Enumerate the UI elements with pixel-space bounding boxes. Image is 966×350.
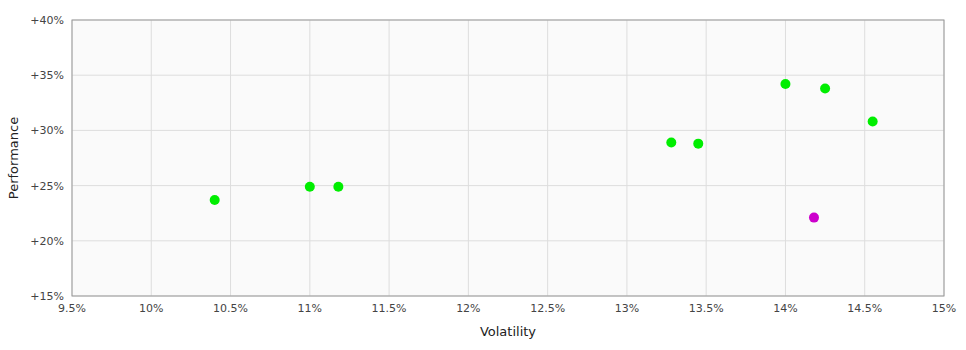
y-tick-label: +25%: [30, 180, 64, 193]
x-grid-line: [706, 20, 707, 296]
x-tick-label: 13%: [615, 302, 639, 315]
x-tick-label: 10%: [139, 302, 163, 315]
x-grid-line: [151, 20, 152, 296]
x-tick-label: 14.5%: [847, 302, 882, 315]
plot-frame: [72, 20, 944, 296]
y-tick-label: +20%: [30, 235, 64, 248]
point: [210, 195, 220, 205]
x-tick-label: 12.5%: [530, 302, 565, 315]
series: [210, 79, 878, 205]
point: [333, 182, 343, 192]
x-tick-label: 15%: [932, 302, 956, 315]
x-grid-line: [389, 20, 390, 296]
y-tick-label: +35%: [30, 69, 64, 82]
x-tick-label: 13.5%: [689, 302, 724, 315]
y-grid-line: [72, 185, 944, 186]
x-grid-line: [230, 20, 231, 296]
y-tick-label: +40%: [30, 14, 64, 27]
x-grid-line: [468, 20, 469, 296]
point: [820, 83, 830, 93]
point: [868, 117, 878, 127]
point: [305, 182, 315, 192]
y-grid-line: [72, 75, 944, 76]
point: [809, 213, 819, 223]
x-tick-label: 14%: [773, 302, 797, 315]
tick-labels: 9.5% 10% 10.5% 11% 11.5% 12% 12.5% 13% 13.5% 14% 1…: [30, 14, 956, 315]
x-axis-label: Volatility: [480, 324, 536, 339]
grid: [72, 20, 944, 296]
x-tick-label: 10.5%: [213, 302, 248, 315]
x-tick-label: 9.5%: [58, 302, 86, 315]
points: [210, 79, 878, 223]
x-grid-line: [785, 20, 786, 296]
y-tick-label: +15%: [30, 290, 64, 303]
x-grid-line: [626, 20, 627, 296]
series: [809, 213, 819, 223]
point: [666, 138, 676, 148]
point: [693, 139, 703, 149]
x-tick-label: 12%: [456, 302, 480, 315]
plot-area: [72, 20, 944, 296]
y-tick-label: +30%: [30, 124, 64, 137]
x-grid-line: [547, 20, 548, 296]
y-grid-line: [72, 130, 944, 131]
y-grid-line: [72, 240, 944, 241]
x-grid-line: [309, 20, 310, 296]
x-grid-line: [864, 20, 865, 296]
y-axis-label: Performance: [6, 117, 21, 199]
x-tick-label: 11.5%: [372, 302, 407, 315]
chart: 9.5% 10% 10.5% 11% 11.5% 12% 12.5% 13% 13.5% 14% 1…: [0, 0, 966, 350]
x-tick-label: 11%: [298, 302, 322, 315]
point: [780, 79, 790, 89]
